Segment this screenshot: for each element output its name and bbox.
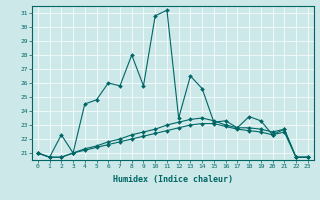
X-axis label: Humidex (Indice chaleur): Humidex (Indice chaleur) <box>113 175 233 184</box>
